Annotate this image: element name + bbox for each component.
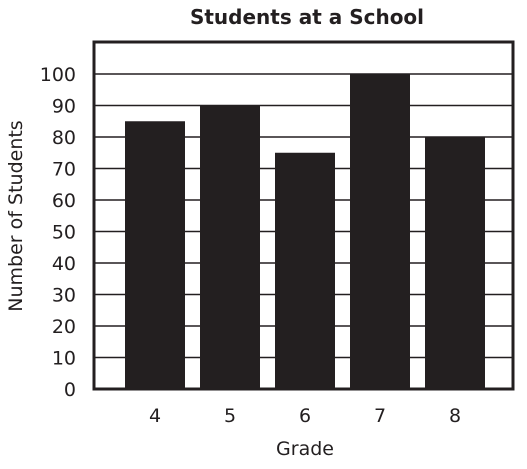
- y-tick-label: 30: [52, 285, 76, 307]
- x-tick-label: 4: [149, 405, 161, 427]
- x-tick-label: 6: [299, 405, 311, 427]
- plot-area-frame: [92, 40, 515, 391]
- x-tick-label: 7: [374, 405, 386, 427]
- x-tick-label: 8: [449, 405, 461, 427]
- y-tick-label: 10: [52, 348, 76, 370]
- bar-grade-4: [125, 121, 185, 389]
- x-axis-label: Grade: [276, 438, 334, 460]
- y-axis-ticks: 0 10 20 30 40 50 60 70 80 90 100: [40, 64, 76, 401]
- chart-title: Students at a School: [190, 5, 424, 29]
- y-tick-label: 40: [52, 253, 76, 275]
- bar-grade-8: [425, 137, 485, 389]
- bar-grade-5: [200, 105, 260, 389]
- y-tick-label: 100: [40, 64, 76, 86]
- y-tick-label: 90: [52, 96, 76, 118]
- y-tick-label: 50: [52, 222, 76, 244]
- bars: [125, 74, 485, 389]
- y-tick-label: 0: [64, 379, 76, 401]
- y-axis-label: Number of Students: [5, 120, 27, 311]
- x-axis-ticks: 4 5 6 7 8: [149, 405, 461, 427]
- bar-grade-6: [275, 152, 335, 389]
- y-tick-label: 80: [52, 127, 76, 149]
- y-tick-label: 20: [52, 316, 76, 338]
- y-tick-label: 70: [52, 159, 76, 181]
- bar-grade-7: [350, 74, 410, 389]
- y-tick-label: 60: [52, 190, 76, 212]
- x-tick-label: 5: [224, 405, 236, 427]
